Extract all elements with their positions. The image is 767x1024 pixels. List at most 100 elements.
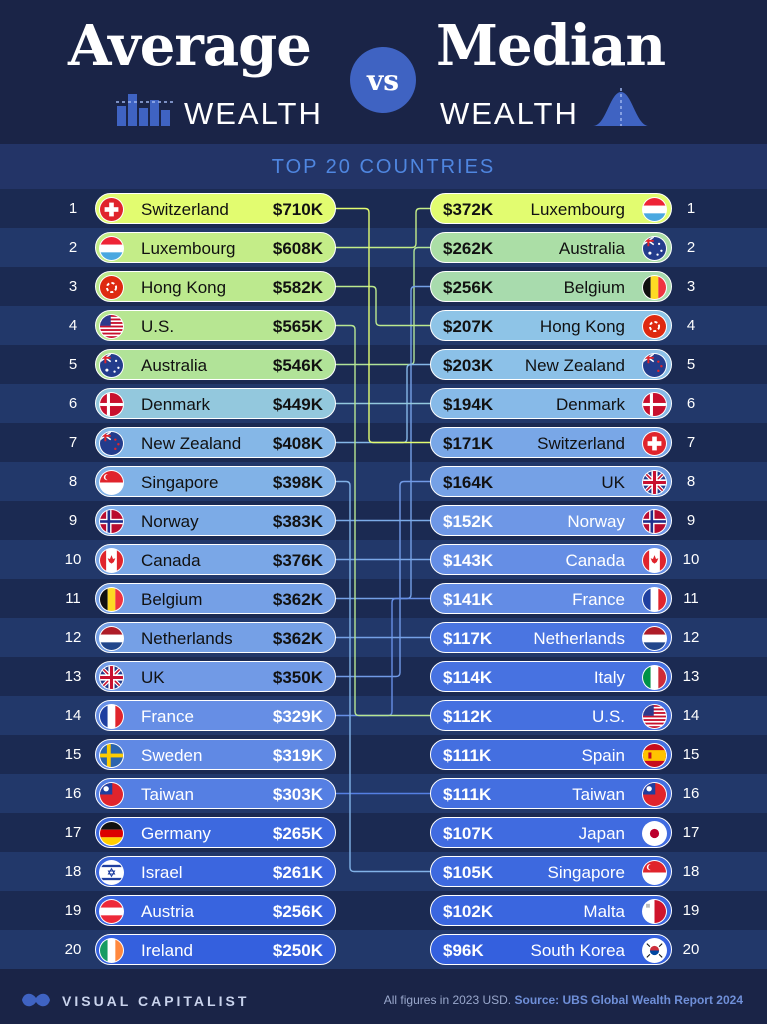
average-value-label: $408K <box>272 434 323 453</box>
median-country-name: Hong Kong <box>539 317 625 336</box>
average-rank: 4 <box>68 317 78 334</box>
median-value-label: $262K <box>443 239 494 258</box>
flag-canada-icon <box>99 548 124 573</box>
flag-switzerland-icon <box>99 197 124 222</box>
median-rank: 5 <box>686 356 696 373</box>
average-country-name: Norway <box>141 512 199 531</box>
flag-netherlands-icon <box>642 626 667 651</box>
median-pill-hong-kong: $207K Hong Kong <box>430 310 672 341</box>
average-pill-switzerland: Switzerland $710K <box>95 193 336 224</box>
median-rank: 13 <box>682 668 700 685</box>
median-rank: 15 <box>682 746 700 763</box>
median-rank: 8 <box>686 473 696 490</box>
flag-singapore-icon <box>642 860 667 885</box>
median-value-label: $111K <box>443 785 492 804</box>
flag-malta-icon <box>642 899 667 924</box>
average-rank: 14 <box>64 707 82 724</box>
median-rank: 14 <box>682 707 700 724</box>
median-rank: 3 <box>686 278 696 295</box>
average-pill-u-s: U.S. $565K <box>95 310 336 341</box>
average-rank: 1 <box>68 200 78 217</box>
median-pill-france: $141K France <box>430 583 672 614</box>
note-source: Source: UBS Global Wealth Report 2024 <box>514 993 744 1007</box>
average-rank: 18 <box>64 863 82 880</box>
flag-hong-kong-icon <box>642 314 667 339</box>
average-value-label: $398K <box>272 473 323 492</box>
flag-ireland-icon <box>99 938 124 963</box>
flag-france-icon <box>642 587 667 612</box>
median-rank: 16 <box>682 785 700 802</box>
average-pill-norway: Norway $383K <box>95 505 336 536</box>
average-rank: 3 <box>68 278 78 295</box>
flag-hong-kong-icon <box>99 275 124 300</box>
average-rank: 15 <box>64 746 82 763</box>
flag-australia-icon <box>642 236 667 261</box>
median-rank: 2 <box>686 239 696 256</box>
average-country-name: Switzerland <box>141 200 229 219</box>
median-rank: 17 <box>682 824 700 841</box>
median-pill-canada: $143K Canada <box>430 544 672 575</box>
average-rank: 11 <box>65 590 81 607</box>
flag-luxembourg-icon <box>642 197 667 222</box>
average-country-name: France <box>141 707 194 726</box>
average-value-label: $265K <box>272 824 323 843</box>
median-country-name: Canada <box>565 551 625 570</box>
median-country-name: Netherlands <box>533 629 625 648</box>
median-pill-italy: $114K Italy <box>430 661 672 692</box>
average-value-label: $546K <box>272 356 323 375</box>
median-pill-taiwan: $111K Taiwan <box>430 778 672 809</box>
median-country-name: Australia <box>558 239 625 258</box>
flag-netherlands-icon <box>99 626 124 651</box>
median-country-name: Denmark <box>556 395 625 414</box>
median-pill-south-korea: $96K South Korea <box>430 934 672 965</box>
average-pill-uk: UK $350K <box>95 661 336 692</box>
average-pill-denmark: Denmark $449K <box>95 388 336 419</box>
median-pill-new-zealand: $203K New Zealand <box>430 349 672 380</box>
median-rank: 6 <box>686 395 696 412</box>
average-value-label: $710K <box>272 200 323 219</box>
flag-australia-icon <box>99 353 124 378</box>
average-rank: 7 <box>68 434 78 451</box>
average-country-name: Israel <box>141 863 183 882</box>
flag-u-s-icon <box>642 704 667 729</box>
median-value-label: $207K <box>443 317 494 336</box>
average-rank: 10 <box>64 551 82 568</box>
median-value-label: $164K <box>443 473 494 492</box>
flag-israel-icon <box>99 860 124 885</box>
flag-belgium-icon <box>99 587 124 612</box>
subtitle-top-20: TOP 20 COUNTRIES <box>271 155 496 178</box>
average-value-label: $350K <box>272 668 323 687</box>
average-country-name: Denmark <box>141 395 210 414</box>
average-pill-hong-kong: Hong Kong $582K <box>95 271 336 302</box>
flag-luxembourg-icon <box>99 236 124 261</box>
average-country-name: Austria <box>141 902 194 921</box>
average-country-name: New Zealand <box>141 434 242 453</box>
median-rank: 4 <box>686 317 696 334</box>
median-value-label: $203K <box>443 356 494 375</box>
average-rank: 16 <box>64 785 82 802</box>
average-value-label: $362K <box>272 590 323 609</box>
median-country-name: France <box>572 590 625 609</box>
flag-belgium-icon <box>642 275 667 300</box>
average-rank: 17 <box>64 824 82 841</box>
median-value-label: $112K <box>443 707 493 726</box>
median-country-name: UK <box>601 473 625 492</box>
median-pill-netherlands: $117K Netherlands <box>430 622 672 653</box>
median-value-label: $96K <box>443 941 484 960</box>
average-value-label: $261K <box>272 863 323 882</box>
average-country-name: Netherlands <box>141 629 233 648</box>
flag-uk-icon <box>99 665 124 690</box>
median-rank: 18 <box>682 863 700 880</box>
median-value-label: $117K <box>443 629 493 648</box>
average-value-label: $319K <box>272 746 323 765</box>
bell-curve-icon <box>593 88 649 126</box>
average-pill-singapore: Singapore $398K <box>95 466 336 497</box>
median-country-name: Japan <box>578 824 625 843</box>
source-note: All figures in 2023 USD. Source: UBS Glo… <box>384 993 743 1007</box>
average-rank: 13 <box>64 668 82 685</box>
average-pill-france: France $329K <box>95 700 336 731</box>
header: Average WEALTH vs Median WEALTH <box>0 0 767 142</box>
flag-new-zealand-icon <box>99 431 124 456</box>
median-value-label: $194K <box>443 395 494 414</box>
